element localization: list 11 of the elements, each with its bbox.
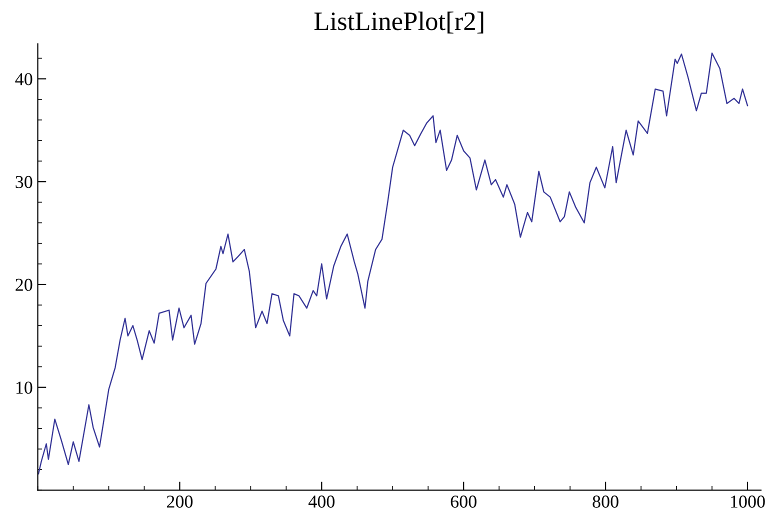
y-tick-label: 30 xyxy=(16,176,32,188)
x-tick-label: 400 xyxy=(308,496,335,508)
y-tick-label: 20 xyxy=(16,278,32,291)
x-tick-label: 200 xyxy=(166,496,193,508)
x-tick-label: 1000 xyxy=(731,496,765,508)
x-tick-label: 600 xyxy=(450,496,476,508)
y-tick-label: 40 xyxy=(15,73,32,86)
x-tick-label: 800 xyxy=(592,496,618,508)
line-series xyxy=(38,52,748,474)
y-tick-label: 10 xyxy=(16,382,32,394)
chart-title: ListLinePlot[r2] xyxy=(314,12,484,34)
